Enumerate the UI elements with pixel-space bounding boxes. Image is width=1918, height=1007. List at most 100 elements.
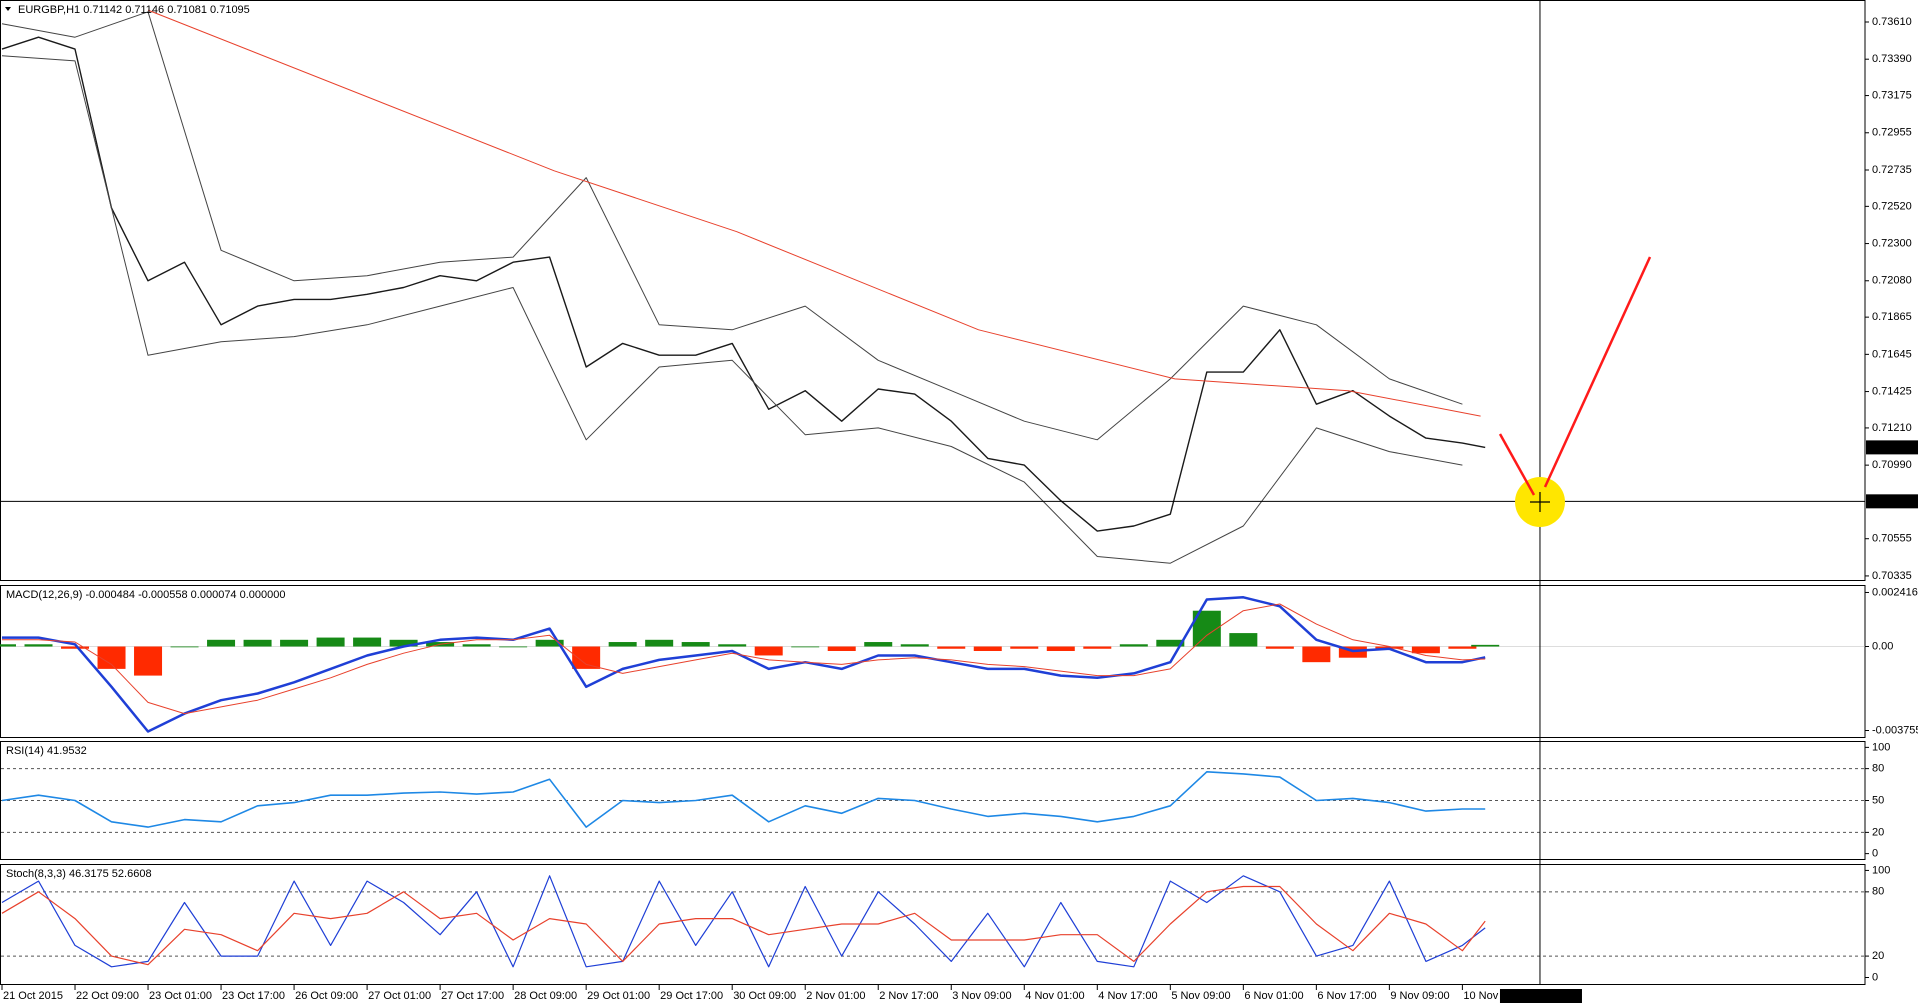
y-tick-label: 0.72080: [1872, 275, 1912, 287]
series-line: [147, 9, 1481, 417]
y-tick-label: 0.73175: [1872, 89, 1912, 101]
series-line: [1, 36, 1486, 532]
x-tick-label: 28 Oct 09:00: [514, 990, 577, 1002]
histogram-bar: [499, 646, 528, 648]
histogram-bar: [827, 646, 856, 651]
histogram-bar: [353, 637, 382, 647]
histogram-bar: [316, 637, 345, 647]
histogram-bar: [754, 646, 783, 656]
y-tick-label: 0.00: [1872, 640, 1893, 652]
histogram-bar: [1471, 644, 1500, 647]
series-line: [1, 11, 1463, 441]
y-tick-label: -0.003755: [1872, 724, 1918, 736]
series-line: [1, 55, 1463, 564]
histogram-bar: [1229, 633, 1258, 647]
series-line: [1, 885, 1486, 966]
x-tick-label: 27 Oct 01:00: [368, 990, 431, 1002]
histogram-bar: [1265, 646, 1294, 649]
histogram-bar: [1156, 639, 1185, 647]
y-tick-label: 0.72520: [1872, 200, 1912, 212]
histogram-bar: [1448, 646, 1477, 649]
x-tick-label: 9 Nov 09:00: [1390, 990, 1449, 1002]
x-tick-label: 21 Oct 2015: [3, 990, 63, 1002]
last-price-box: [1866, 440, 1918, 455]
panel-title: Stoch(8,3,3) 46.3175 52.6608: [6, 868, 152, 880]
arrow-up: [1543, 256, 1652, 488]
histogram-bar: [1010, 646, 1039, 649]
histogram-bar: [1411, 646, 1440, 654]
y-tick-label: 80: [1872, 763, 1884, 775]
crosshair-price-box: [1866, 494, 1918, 509]
y-tick-label: 50: [1872, 794, 1884, 806]
series-line: [2, 596, 1486, 733]
x-tick-label: 2 Nov 17:00: [879, 990, 938, 1002]
y-tick-label: 0.72300: [1872, 237, 1912, 249]
x-tick-label: 22 Oct 09:00: [76, 990, 139, 1002]
series-line: [2, 603, 1486, 715]
y-tick-label: 20: [1872, 826, 1884, 838]
crosshair-time-box: [1499, 989, 1582, 1003]
histogram-bar: [134, 646, 163, 676]
x-tick-label: 29 Oct 17:00: [660, 990, 723, 1002]
y-tick-label: 0.71645: [1872, 348, 1912, 360]
y-tick-label: 100: [1872, 741, 1890, 753]
x-tick-label: 5 Nov 09:00: [1171, 990, 1230, 1002]
histogram-bar: [207, 639, 236, 647]
y-tick-label: 0.73390: [1872, 53, 1912, 65]
histogram-bar: [243, 639, 272, 647]
y-tick-label: 0.71210: [1872, 422, 1912, 434]
histogram-bar: [1119, 644, 1148, 647]
y-tick-label: 0.70335: [1872, 570, 1912, 582]
y-tick-label: 0.72735: [1872, 164, 1912, 176]
histogram-bar: [535, 639, 564, 647]
x-tick-label: 6 Nov 01:00: [1244, 990, 1303, 1002]
histogram-bar: [0, 644, 16, 647]
x-tick-label: 26 Oct 09:00: [295, 990, 358, 1002]
y-tick-label: 0.70990: [1872, 459, 1912, 471]
panel-title: RSI(14) 41.9532: [6, 745, 87, 757]
histogram-bar: [462, 644, 491, 647]
y-tick-label: 100: [1872, 864, 1890, 876]
y-tick-label: 0: [1872, 971, 1878, 983]
histogram-bar: [170, 646, 199, 648]
panel-title: EURGBP,H1 0.71142 0.71146 0.71081 0.7109…: [18, 4, 250, 16]
crosshair-time-label: 2015.11.11 0:00: [1502, 990, 1580, 1002]
y-tick-label: 0.72955: [1872, 127, 1912, 139]
histogram-bar: [937, 646, 966, 649]
histogram-bar: [97, 646, 126, 669]
histogram-bar: [864, 642, 893, 647]
last-price-label: 0.71095: [1871, 441, 1911, 453]
x-tick-label: 23 Oct 17:00: [222, 990, 285, 1002]
series-line: [1, 875, 1486, 968]
annotation-layer: [1498, 256, 1652, 527]
y-tick-label: 0: [1872, 848, 1878, 860]
x-tick-label: 29 Oct 01:00: [587, 990, 650, 1002]
panel-frame: [0, 585, 1866, 738]
histogram-bar: [973, 646, 1002, 651]
y-tick-label: 0.71425: [1872, 385, 1912, 397]
histogram-bar: [681, 642, 710, 647]
x-tick-label: 2 Nov 01:00: [806, 990, 865, 1002]
x-tick-label: 23 Oct 01:00: [149, 990, 212, 1002]
y-tick-label: 0.002416: [1872, 586, 1918, 598]
histogram-bar: [900, 644, 929, 647]
x-tick-label: 30 Oct 09:00: [733, 990, 796, 1002]
x-tick-label: 4 Nov 01:00: [1025, 990, 1084, 1002]
histogram-bar: [1302, 646, 1331, 663]
y-tick-label: 80: [1872, 886, 1884, 898]
x-tick-label: 27 Oct 17:00: [441, 990, 504, 1002]
histogram-bar: [1046, 646, 1075, 651]
histogram-bar: [24, 644, 53, 647]
x-tick-label: 4 Nov 17:00: [1098, 990, 1157, 1002]
histogram-bar: [608, 642, 637, 647]
panel-title: MACD(12,26,9) -0.000484 -0.000558 0.0000…: [6, 589, 286, 601]
symbol-menu-icon: [5, 7, 11, 11]
y-tick-label: 0.71865: [1872, 311, 1912, 323]
x-tick-label: 6 Nov 17:00: [1317, 990, 1376, 1002]
histogram-bar: [572, 646, 601, 669]
panel-frame: [0, 864, 1866, 985]
